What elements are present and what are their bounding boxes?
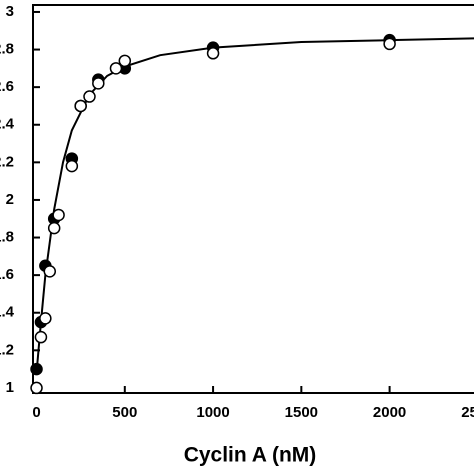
fit-curve (35, 37, 474, 373)
x-tick-label: 2500 (461, 404, 474, 421)
open-point (34, 330, 48, 344)
y-tick-label: 2.2 (0, 153, 14, 170)
y-tick-label: 2 (6, 191, 14, 208)
open-point (43, 265, 57, 278)
y-tick-label: 3 (6, 3, 14, 20)
y-tick-label: 1.8 (0, 229, 14, 246)
y-tick-label: 1.4 (0, 304, 15, 321)
open-point (30, 381, 43, 395)
open-point (52, 208, 65, 222)
x-axis-label: Cyclin A (nM) (184, 444, 317, 467)
filled-point (30, 362, 43, 376)
open-point (83, 90, 96, 103)
x-tick-label: 2000 (373, 404, 406, 421)
open-point (118, 54, 132, 68)
open-point (74, 99, 87, 113)
y-tick-label: 1.2 (0, 341, 14, 358)
y-tick-label: 2.6 (0, 78, 14, 95)
open-point (206, 47, 220, 60)
open-point (47, 221, 61, 235)
y-tick-label: 2.8 (0, 41, 14, 58)
y-tick-label: 2.4 (0, 116, 15, 133)
open-point (92, 77, 105, 90)
x-tick-label: 500 (112, 404, 137, 421)
x-tick-label: 0 (32, 404, 40, 421)
open-point (39, 312, 52, 325)
y-tick-label: 1.6 (0, 266, 14, 283)
open-point (383, 37, 396, 51)
x-tick-label: 1000 (196, 404, 229, 421)
plot-frame (32, 4, 474, 394)
open-point (109, 62, 123, 75)
open-point (65, 159, 79, 173)
x-tick-label: 1500 (285, 404, 318, 421)
y-tick-label: 1 (6, 379, 14, 396)
